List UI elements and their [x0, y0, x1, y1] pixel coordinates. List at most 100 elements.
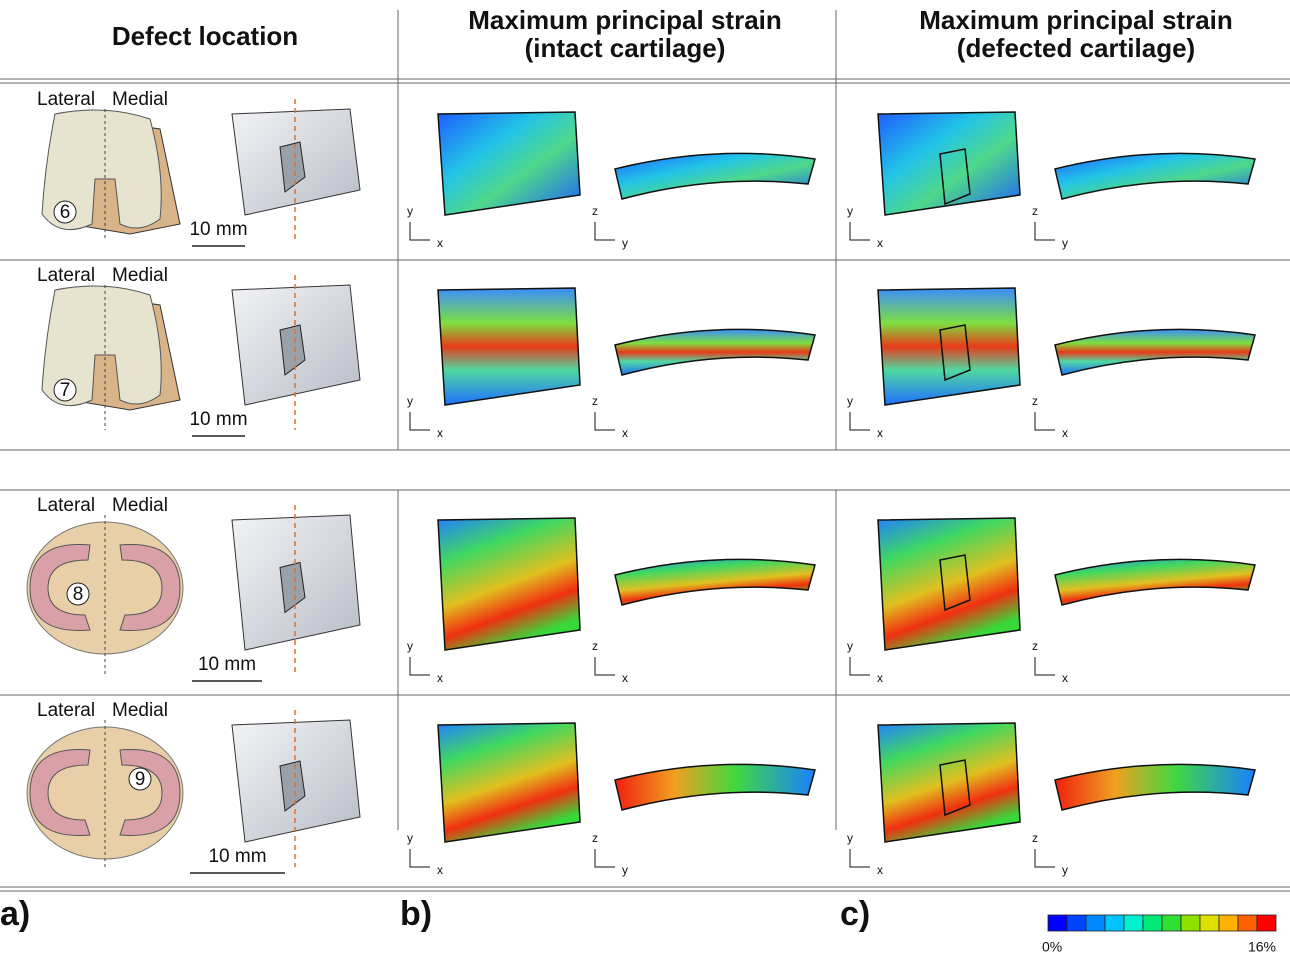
axis-glyph: [595, 412, 615, 430]
axis-glyph: [850, 849, 870, 867]
axis-label: y: [847, 204, 853, 218]
axis-glyph: [850, 222, 870, 240]
axis-label: y: [622, 863, 628, 877]
scale-label: 10 mm: [189, 409, 247, 430]
axis-glyph: [410, 849, 430, 867]
axis-label: x: [877, 863, 883, 877]
defect-number: 7: [60, 380, 71, 401]
axis-label: y: [847, 831, 853, 845]
strain-map-side: [1055, 329, 1255, 375]
axis-label: z: [592, 831, 598, 845]
strain-map-front: [878, 723, 1020, 842]
strain-map-side: [1055, 153, 1255, 199]
strain-map-front: [438, 112, 580, 215]
strain-map-side: [615, 153, 815, 199]
colorbar-step: [1162, 915, 1181, 931]
lateral-label: Lateral: [37, 265, 95, 286]
axis-label: z: [1032, 204, 1038, 218]
axis-label: y: [847, 639, 853, 653]
colorbar-step: [1048, 915, 1067, 931]
strain-map-side: [1055, 764, 1255, 810]
axis-glyph: [850, 412, 870, 430]
header: Defect location: [112, 21, 298, 51]
colorbar-step: [1200, 915, 1219, 931]
axis-label: y: [407, 394, 413, 408]
axis-glyph: [595, 849, 615, 867]
axis-glyph: [1035, 412, 1055, 430]
axis-label: x: [437, 863, 443, 877]
axis-label: z: [1032, 831, 1038, 845]
axis-label: x: [1062, 671, 1068, 685]
axis-glyph: [410, 222, 430, 240]
colorbar-step: [1181, 915, 1200, 931]
panel-label: c): [840, 895, 870, 933]
defect-number: 9: [135, 769, 146, 790]
medial-label: Medial: [112, 700, 168, 721]
axis-label: x: [622, 426, 628, 440]
colorbar-min: 0%: [1042, 939, 1062, 955]
panel-label: a): [0, 895, 30, 933]
scale-label: 10 mm: [208, 846, 266, 867]
header: (intact cartilage): [525, 33, 726, 63]
colorbar-step: [1124, 915, 1143, 931]
axis-glyph: [1035, 849, 1055, 867]
strain-map-front: [438, 288, 580, 405]
strain-map-side: [615, 764, 815, 810]
strain-map-front: [878, 518, 1020, 650]
axis-label: y: [1062, 236, 1068, 250]
axis-glyph: [595, 222, 615, 240]
medial-label: Medial: [112, 265, 168, 286]
axis-label: z: [592, 639, 598, 653]
strain-map-side: [615, 329, 815, 375]
lateral-label: Lateral: [37, 495, 95, 516]
colorbar-step: [1105, 915, 1124, 931]
panel-label: b): [400, 895, 432, 933]
strain-map-front: [438, 723, 580, 842]
axis-glyph: [850, 657, 870, 675]
axis-label: z: [1032, 394, 1038, 408]
colorbar-max: 16%: [1248, 939, 1276, 955]
axis-glyph: [1035, 657, 1055, 675]
axis-glyph: [595, 657, 615, 675]
strain-map-front: [878, 288, 1020, 405]
strain-map-side: [1055, 559, 1255, 605]
axis-glyph: [1035, 222, 1055, 240]
axis-label: y: [847, 394, 853, 408]
colorbar-step: [1067, 915, 1086, 931]
axis-label: x: [437, 671, 443, 685]
axis-label: y: [407, 831, 413, 845]
scale-label: 10 mm: [198, 654, 256, 675]
rules: [0, 10, 1290, 891]
medial-label: Medial: [112, 495, 168, 516]
axis-label: x: [1062, 426, 1068, 440]
colorbar-step: [1143, 915, 1162, 931]
axis-label: x: [877, 236, 883, 250]
axis-label: x: [622, 671, 628, 685]
axis-label: y: [407, 639, 413, 653]
strain-map-front: [878, 112, 1020, 215]
figure: Defect location Maximum principal strain…: [0, 0, 1290, 960]
defect-number: 6: [60, 202, 71, 223]
axis-label: x: [437, 236, 443, 250]
axis-label: x: [877, 426, 883, 440]
axis-glyph: [410, 657, 430, 675]
lateral-label: Lateral: [37, 89, 95, 110]
axis-label: y: [1062, 863, 1068, 877]
axis-label: x: [437, 426, 443, 440]
lateral-label: Lateral: [37, 700, 95, 721]
colorbar-step: [1219, 915, 1238, 931]
strain-map-side: [615, 559, 815, 605]
axis-label: z: [1032, 639, 1038, 653]
colorbar-step: [1086, 915, 1105, 931]
axis-label: y: [407, 204, 413, 218]
axis-label: y: [622, 236, 628, 250]
medial-label: Medial: [112, 89, 168, 110]
axis-glyph: [410, 412, 430, 430]
defect-number: 8: [73, 584, 84, 605]
header: Maximum principal strain: [468, 5, 782, 35]
axis-label: z: [592, 204, 598, 218]
axis-label: z: [592, 394, 598, 408]
colorbar-step: [1257, 915, 1276, 931]
colorbar-step: [1238, 915, 1257, 931]
scale-label: 10 mm: [189, 219, 247, 240]
